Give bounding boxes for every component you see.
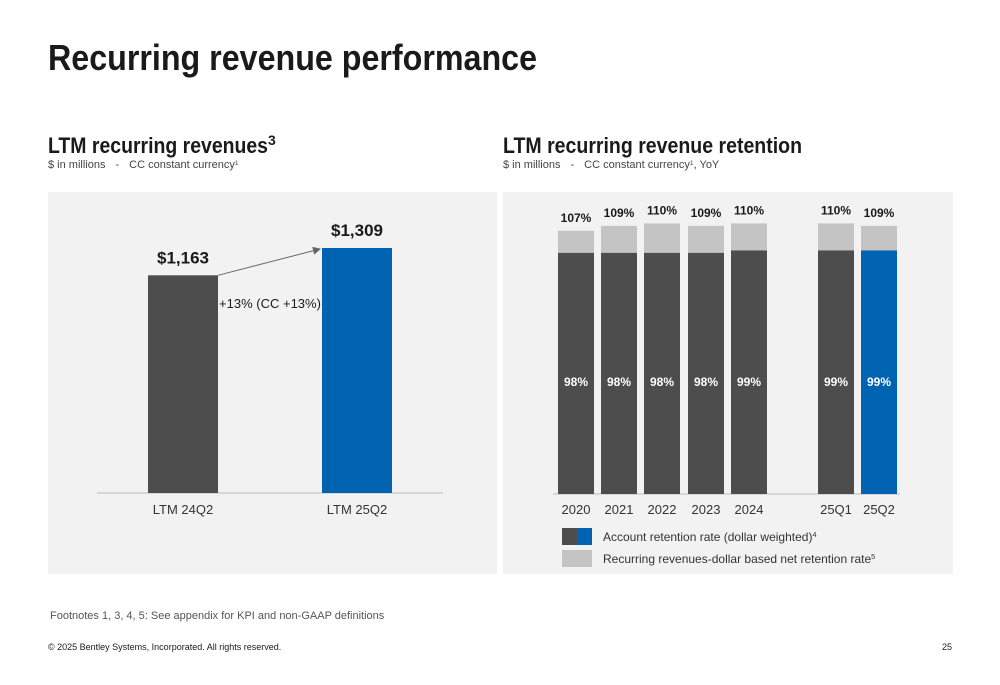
value-label-inner: 98% [650, 375, 674, 389]
bar [322, 248, 392, 493]
legend-swatch [562, 528, 577, 545]
page-number: 25 [942, 642, 952, 652]
value-label: $1,309 [331, 221, 383, 240]
chart-subtitle-part: 1 [235, 160, 239, 167]
x-tick-label: LTM 24Q2 [153, 502, 213, 517]
value-label: 109% [691, 206, 722, 220]
legend-label-part: 5 [871, 552, 875, 561]
x-tick-label: 2022 [648, 502, 677, 517]
value-label: $1,163 [157, 248, 209, 267]
legend-label: Recurring revenues-dollar based net rete… [603, 552, 875, 567]
chart-subtitle-part: $ in millions [503, 159, 561, 171]
chart-subtitle-part: - [570, 159, 574, 171]
value-label: 109% [864, 206, 895, 220]
value-label: 109% [604, 206, 635, 220]
bar [731, 250, 767, 494]
value-label-inner: 99% [737, 375, 761, 389]
bar [861, 250, 897, 494]
chart-subtitle-part: , YoY [694, 159, 720, 171]
x-tick-label: 25Q1 [820, 502, 852, 517]
footnote: Footnotes 1, 3, 4, 5: See appendix for K… [50, 610, 385, 622]
legend-label-part: Account retention rate (dollar weighted) [603, 530, 812, 544]
chart-title-sup: 3 [268, 132, 276, 148]
left-panel [48, 192, 497, 574]
chart-subtitle: $ in millions - CC constant currency1 [48, 159, 239, 171]
value-label-inner: 99% [867, 375, 891, 389]
chart-subtitle-part: 1 [690, 160, 694, 167]
legend-swatch [577, 528, 592, 545]
value-label-inner: 99% [824, 375, 848, 389]
bar [644, 252, 680, 494]
value-label: 110% [821, 203, 851, 217]
chart-subtitle-part: $ in millions [48, 159, 106, 171]
x-tick-label: 2020 [562, 502, 591, 517]
bar [558, 252, 594, 494]
x-tick-label: LTM 25Q2 [327, 502, 387, 517]
chart-subtitle-part: CC constant currency [129, 159, 235, 171]
bar [601, 252, 637, 494]
annotation: +13% (CC +13%) [219, 296, 321, 311]
growth-arrow [217, 246, 321, 276]
chart-title-text: LTM recurring revenues [48, 133, 268, 158]
x-tick-label: 2023 [692, 502, 721, 517]
bar [148, 275, 218, 493]
legend-label: Account retention rate (dollar weighted)… [603, 530, 816, 545]
value-label-inner: 98% [694, 375, 718, 389]
value-label-inner: 98% [607, 375, 631, 389]
value-label: 107% [561, 211, 592, 225]
chart-title: LTM recurring revenues3 [48, 132, 276, 158]
chart-subtitle: $ in millions - CC constant currency1, YoY [503, 159, 720, 171]
value-label-inner: 98% [564, 375, 588, 389]
legend-label-part: 4 [812, 530, 816, 539]
value-label: 110% [734, 203, 764, 217]
bar [688, 252, 724, 494]
x-tick-label: 25Q2 [863, 502, 895, 517]
value-label: 110% [647, 203, 677, 217]
chart-title: LTM recurring revenue retention [503, 133, 802, 158]
slide-title: Recurring revenue performance [48, 37, 537, 78]
copyright: © 2025 Bentley Systems, Incorporated. Al… [48, 642, 281, 652]
x-tick-label: 2021 [605, 502, 634, 517]
chart-title-text: LTM recurring revenue retention [503, 133, 802, 158]
chart-subtitle-part: - [115, 159, 119, 171]
x-tick-label: 2024 [735, 502, 764, 517]
legend-label-part: Recurring revenues-dollar based net rete… [603, 552, 871, 566]
bar [818, 250, 854, 494]
chart-subtitle-part: CC constant currency [584, 159, 690, 171]
legend-swatch [562, 550, 592, 567]
